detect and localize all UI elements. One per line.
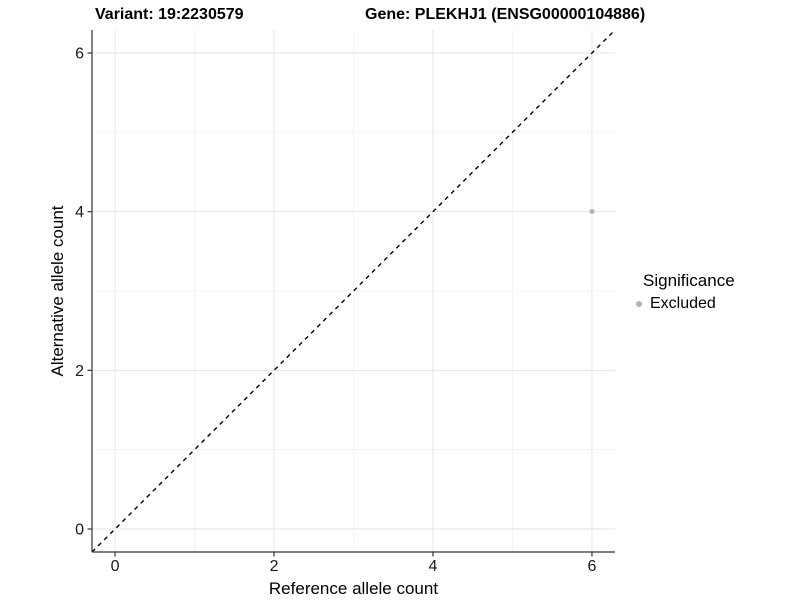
- legend: Significance Excluded: [636, 271, 735, 313]
- legend-title: Significance: [643, 271, 735, 290]
- legend-entry-label: Excluded: [650, 295, 716, 312]
- x-tick-label: 2: [270, 558, 279, 575]
- x-tick-label: 4: [429, 558, 438, 575]
- y-tick-label: 0: [75, 521, 84, 538]
- legend-key-dot-icon: [636, 301, 642, 307]
- y-axis-title: Alternative allele count: [48, 205, 67, 377]
- data-point: [589, 209, 595, 215]
- x-axis-title: Reference allele count: [268, 579, 439, 598]
- gene-title: Gene: PLEKHJ1 (ENSG00000104886): [365, 6, 646, 23]
- y-tick-label: 2: [75, 363, 84, 380]
- legend-entry: Excluded: [636, 295, 735, 313]
- identity-line: [91, 29, 616, 553]
- y-tick-label: 6: [75, 46, 84, 63]
- y-tick-label: 4: [75, 204, 84, 221]
- x-tick-label: 0: [111, 558, 120, 575]
- x-tick-label: 6: [587, 558, 596, 575]
- variant-title: Variant: 19:2230579: [95, 6, 244, 23]
